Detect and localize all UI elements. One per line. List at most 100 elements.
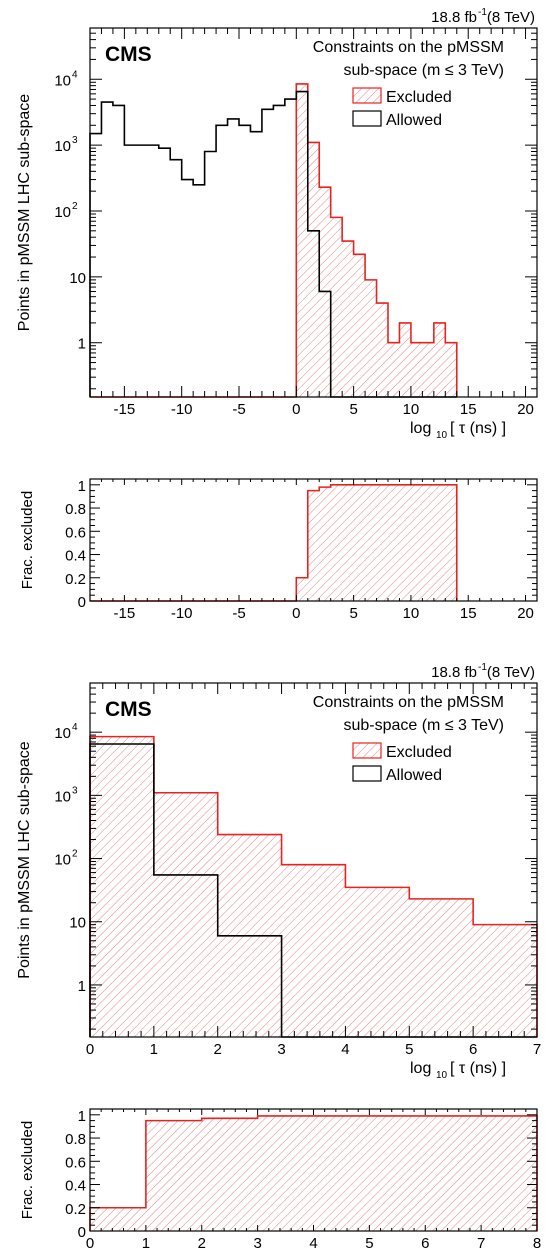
luminosity-label: 18.8 fb: [431, 664, 477, 681]
energy-label: (8 TeV): [487, 9, 535, 26]
x-axis-label: log: [410, 420, 431, 437]
x-axis-label-subscript: 10: [436, 430, 448, 441]
x-tick-label: 6: [421, 1235, 429, 1252]
x-tick-label: 20: [517, 401, 534, 418]
x-tick-label: 1: [142, 1235, 150, 1252]
x-tick-label: 5: [405, 1041, 413, 1058]
x-tick-label: 6: [469, 1041, 477, 1058]
cms-label: CMS: [105, 698, 152, 721]
x-tick-label: 3: [277, 1041, 285, 1058]
y-tick-label: 0: [78, 1224, 86, 1241]
y-axis-label: Points in pMSSM LHC sub-space: [16, 741, 33, 979]
x-tick-label: 10: [403, 401, 420, 418]
x-tick-label: 8: [533, 1235, 541, 1252]
y-tick-label: 0.6: [65, 524, 86, 541]
luminosity-label: 18.8 fb: [431, 9, 477, 26]
x-axis-label-subscript: 10: [436, 1070, 448, 1081]
y-tick-label: 10: [54, 72, 71, 89]
legend-allowed-swatch: [352, 765, 382, 782]
y-tick-exponent: 3: [72, 135, 78, 146]
excluded-fill: [90, 83, 457, 397]
legend-allowed-label: Allowed: [386, 112, 442, 129]
x-tick-label: -5: [232, 605, 245, 622]
legend-allowed-label: Allowed: [386, 767, 442, 784]
annotation-line-1: Constraints on the pMSSM: [313, 694, 504, 711]
y-axis-label: Points in pMSSM LHC sub-space: [16, 94, 33, 332]
excluded-fill: [90, 484, 457, 601]
annotation-line-1: Constraints on the pMSSM: [313, 39, 504, 56]
x-tick-label: 2: [198, 1235, 206, 1252]
x-tick-label: 20: [517, 605, 534, 622]
legend-excluded-swatch: [352, 742, 382, 759]
x-tick-label: -5: [232, 401, 245, 418]
luminosity-exponent: -1: [478, 7, 487, 18]
x-tick-label: -10: [171, 605, 193, 622]
y-tick-label: 10: [69, 270, 86, 287]
legend-excluded-label: Excluded: [386, 744, 452, 761]
y-tick-label: 1: [78, 1108, 86, 1125]
plot-frame: [89, 27, 538, 398]
y-tick-exponent: 4: [72, 722, 78, 733]
y-tick-label: 10: [54, 852, 71, 869]
y-tick-label: 0.6: [65, 1154, 86, 1171]
x-tick-label: 4: [341, 1041, 349, 1058]
legend-allowed-swatch: [352, 110, 382, 127]
y-tick-label: 0.4: [65, 548, 86, 565]
y-tick-label: 10: [54, 204, 71, 221]
x-axis-label-rest: [ τ (ns) ]: [450, 1060, 506, 1077]
x-tick-label: 10: [403, 605, 420, 622]
plot-frame: [89, 478, 538, 602]
x-tick-label: 0: [292, 605, 300, 622]
x-tick-label: -15: [114, 401, 136, 418]
x-axis-label-rest: [ τ (ns) ]: [450, 420, 506, 437]
x-tick-label: 15: [460, 605, 477, 622]
x-tick-label: 15: [460, 401, 477, 418]
x-tick-label: 5: [365, 1235, 373, 1252]
y-tick-label: 1: [78, 478, 86, 495]
x-tick-label: 7: [533, 1041, 541, 1058]
legend-excluded-swatch: [352, 87, 382, 104]
x-tick-label: 5: [349, 605, 357, 622]
excluded-fill: [90, 1115, 537, 1231]
y-tick-label: 10: [54, 725, 71, 742]
frac-excluded-line: [89, 1115, 538, 1231]
y-tick-label: 0.4: [65, 1178, 86, 1195]
y-tick-label: 10: [69, 915, 86, 932]
y-tick-label: 10: [54, 788, 71, 805]
x-tick-label: 0: [86, 1235, 94, 1252]
excluded-fill: [90, 736, 537, 1037]
y-tick-label: 0.2: [65, 571, 86, 588]
y-tick-exponent: 2: [72, 201, 78, 212]
x-tick-label: 0: [292, 401, 300, 418]
x-tick-label: 7: [477, 1235, 485, 1252]
y-tick-label: 10: [54, 138, 71, 155]
x-axis-label: log: [410, 1060, 431, 1077]
y-tick-label: 0.8: [65, 1131, 86, 1148]
x-tick-label: 2: [214, 1041, 222, 1058]
cms-label: CMS: [105, 43, 152, 66]
y-tick-label: 1: [78, 336, 86, 353]
luminosity-exponent: -1: [478, 662, 487, 673]
y-tick-label: 1: [78, 978, 86, 995]
legend-excluded-label: Excluded: [386, 89, 452, 106]
x-tick-label: 3: [253, 1235, 261, 1252]
x-tick-label: -10: [171, 401, 193, 418]
x-tick-label: 4: [309, 1235, 317, 1252]
y-tick-exponent: 4: [72, 69, 78, 80]
y-axis-label: Frac. excluded: [19, 491, 36, 589]
annotation-line-2: sub-space (m ≤ 3 TeV): [343, 717, 504, 734]
energy-label: (8 TeV): [487, 664, 535, 681]
y-axis-label: Frac. excluded: [19, 1121, 36, 1219]
y-tick-label: 0.8: [65, 501, 86, 518]
y-tick-exponent: 3: [72, 785, 78, 796]
plot-frame: [89, 682, 538, 1038]
x-tick-label: 5: [349, 401, 357, 418]
y-tick-exponent: 2: [72, 849, 78, 860]
annotation-line-2: sub-space (m ≤ 3 TeV): [343, 62, 504, 79]
x-tick-label: 0: [86, 1041, 94, 1058]
x-tick-label: -15: [114, 605, 136, 622]
y-tick-label: 0.2: [65, 1201, 86, 1218]
x-tick-label: 1: [150, 1041, 158, 1058]
y-tick-label: 0: [78, 594, 86, 611]
